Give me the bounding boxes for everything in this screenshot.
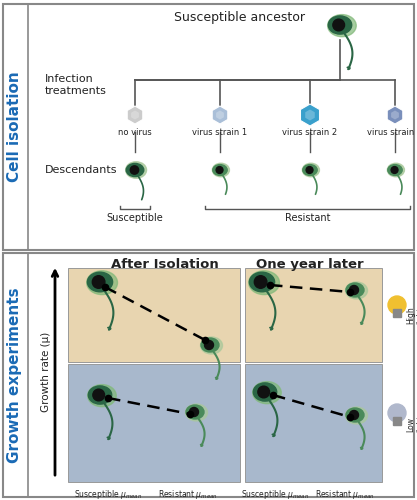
Polygon shape xyxy=(212,106,228,124)
Polygon shape xyxy=(301,104,319,126)
Bar xyxy=(3,253,414,497)
Circle shape xyxy=(216,166,223,173)
Ellipse shape xyxy=(213,164,227,175)
Circle shape xyxy=(130,166,138,174)
Text: Susceptible $\mu_{mean}$: Susceptible $\mu_{mean}$ xyxy=(74,488,142,500)
Circle shape xyxy=(388,296,406,314)
Ellipse shape xyxy=(88,272,113,292)
Ellipse shape xyxy=(253,382,281,404)
Ellipse shape xyxy=(303,164,317,175)
Ellipse shape xyxy=(212,163,229,177)
Circle shape xyxy=(189,408,198,416)
Text: Resistant $\mu_{mean}$: Resistant $\mu_{mean}$ xyxy=(315,488,375,500)
Text: Susceptible ancestor: Susceptible ancestor xyxy=(174,10,306,24)
Circle shape xyxy=(92,276,105,288)
Text: After Isolation: After Isolation xyxy=(111,258,219,271)
Text: Low
light: Low light xyxy=(406,414,417,432)
Text: Susceptible $\mu_{mean}$: Susceptible $\mu_{mean}$ xyxy=(241,488,309,500)
Ellipse shape xyxy=(186,405,204,419)
Text: High
light: High light xyxy=(406,306,417,324)
Text: virus strain 2: virus strain 2 xyxy=(282,128,338,137)
Text: no virus: no virus xyxy=(118,128,152,137)
Bar xyxy=(245,268,382,362)
Ellipse shape xyxy=(328,14,356,36)
Bar xyxy=(68,268,240,362)
Circle shape xyxy=(306,166,313,173)
Ellipse shape xyxy=(249,272,275,292)
Ellipse shape xyxy=(346,407,367,424)
Circle shape xyxy=(93,389,105,401)
Ellipse shape xyxy=(88,386,112,404)
Circle shape xyxy=(333,19,344,31)
Text: One year later: One year later xyxy=(256,258,364,271)
Ellipse shape xyxy=(249,271,279,294)
Ellipse shape xyxy=(388,164,402,175)
Text: Resistant: Resistant xyxy=(285,213,330,223)
Bar xyxy=(3,4,414,250)
Ellipse shape xyxy=(186,404,208,421)
Ellipse shape xyxy=(201,338,219,352)
Text: Growth experiments: Growth experiments xyxy=(8,288,23,464)
Ellipse shape xyxy=(126,164,144,176)
Polygon shape xyxy=(216,110,224,120)
Bar xyxy=(393,417,401,425)
Bar xyxy=(393,309,401,317)
Text: Infection
treatments: Infection treatments xyxy=(45,74,107,96)
Text: virus strain 1: virus strain 1 xyxy=(192,128,248,137)
Ellipse shape xyxy=(201,337,223,354)
Circle shape xyxy=(258,386,269,398)
Text: virus strain 3: virus strain 3 xyxy=(367,128,417,137)
Ellipse shape xyxy=(387,163,404,177)
Ellipse shape xyxy=(126,162,146,178)
Ellipse shape xyxy=(87,271,118,294)
Ellipse shape xyxy=(88,384,116,406)
Circle shape xyxy=(204,340,214,349)
Bar xyxy=(245,364,382,482)
Circle shape xyxy=(388,404,406,422)
Polygon shape xyxy=(391,110,399,120)
Circle shape xyxy=(254,276,267,288)
Ellipse shape xyxy=(346,283,364,297)
Polygon shape xyxy=(131,110,139,120)
Ellipse shape xyxy=(328,16,352,34)
Text: Resistant $\mu_{mean}$: Resistant $\mu_{mean}$ xyxy=(158,488,218,500)
Ellipse shape xyxy=(346,282,367,299)
Text: Cell isolation: Cell isolation xyxy=(8,72,23,182)
Circle shape xyxy=(391,166,398,173)
Ellipse shape xyxy=(253,383,277,401)
Ellipse shape xyxy=(346,408,364,422)
Circle shape xyxy=(349,286,359,294)
Text: Susceptible: Susceptible xyxy=(107,213,163,223)
Ellipse shape xyxy=(302,163,319,177)
Polygon shape xyxy=(305,110,315,120)
Polygon shape xyxy=(387,106,403,124)
Polygon shape xyxy=(127,106,143,124)
Circle shape xyxy=(349,410,359,420)
Text: Descendants: Descendants xyxy=(45,165,118,175)
Text: Growth rate (μ): Growth rate (μ) xyxy=(41,332,51,412)
Bar xyxy=(68,364,240,482)
